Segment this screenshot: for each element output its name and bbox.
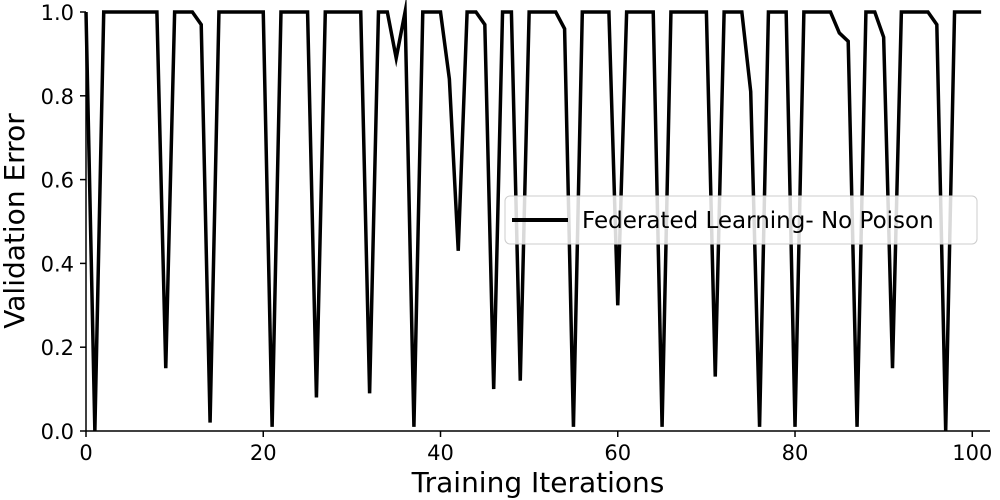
y-tick-label: 0.8: [41, 85, 74, 109]
x-tick-label: 80: [782, 441, 809, 465]
legend: Federated Learning- No Poison: [504, 195, 978, 245]
legend-frame: [504, 195, 978, 245]
y-axis-title: Validation Error: [0, 113, 31, 329]
x-tick-label: 20: [250, 441, 277, 465]
y-tick-label: 1.0: [41, 1, 74, 25]
x-tick-label: 60: [604, 441, 631, 465]
y-tick-label: 0.2: [41, 336, 74, 360]
y-tick-label: 0.0: [41, 420, 74, 444]
legend-label: Federated Learning- No Poison: [582, 208, 934, 234]
series-line-0: [84, 0, 982, 432]
axes: 0 20 40 60 80 100 0.0 0.2 0.4 0.6 0.8 1.0: [41, 1, 993, 465]
y-tick-label: 0.6: [41, 169, 74, 193]
x-tick-label: 100: [952, 441, 992, 465]
x-tick-label: 40: [427, 441, 454, 465]
plot-area: [84, 0, 982, 432]
x-axis-title: Training Iterations: [411, 466, 665, 499]
y-tick-label: 0.4: [41, 252, 74, 276]
x-tick-label: 0: [79, 441, 92, 465]
